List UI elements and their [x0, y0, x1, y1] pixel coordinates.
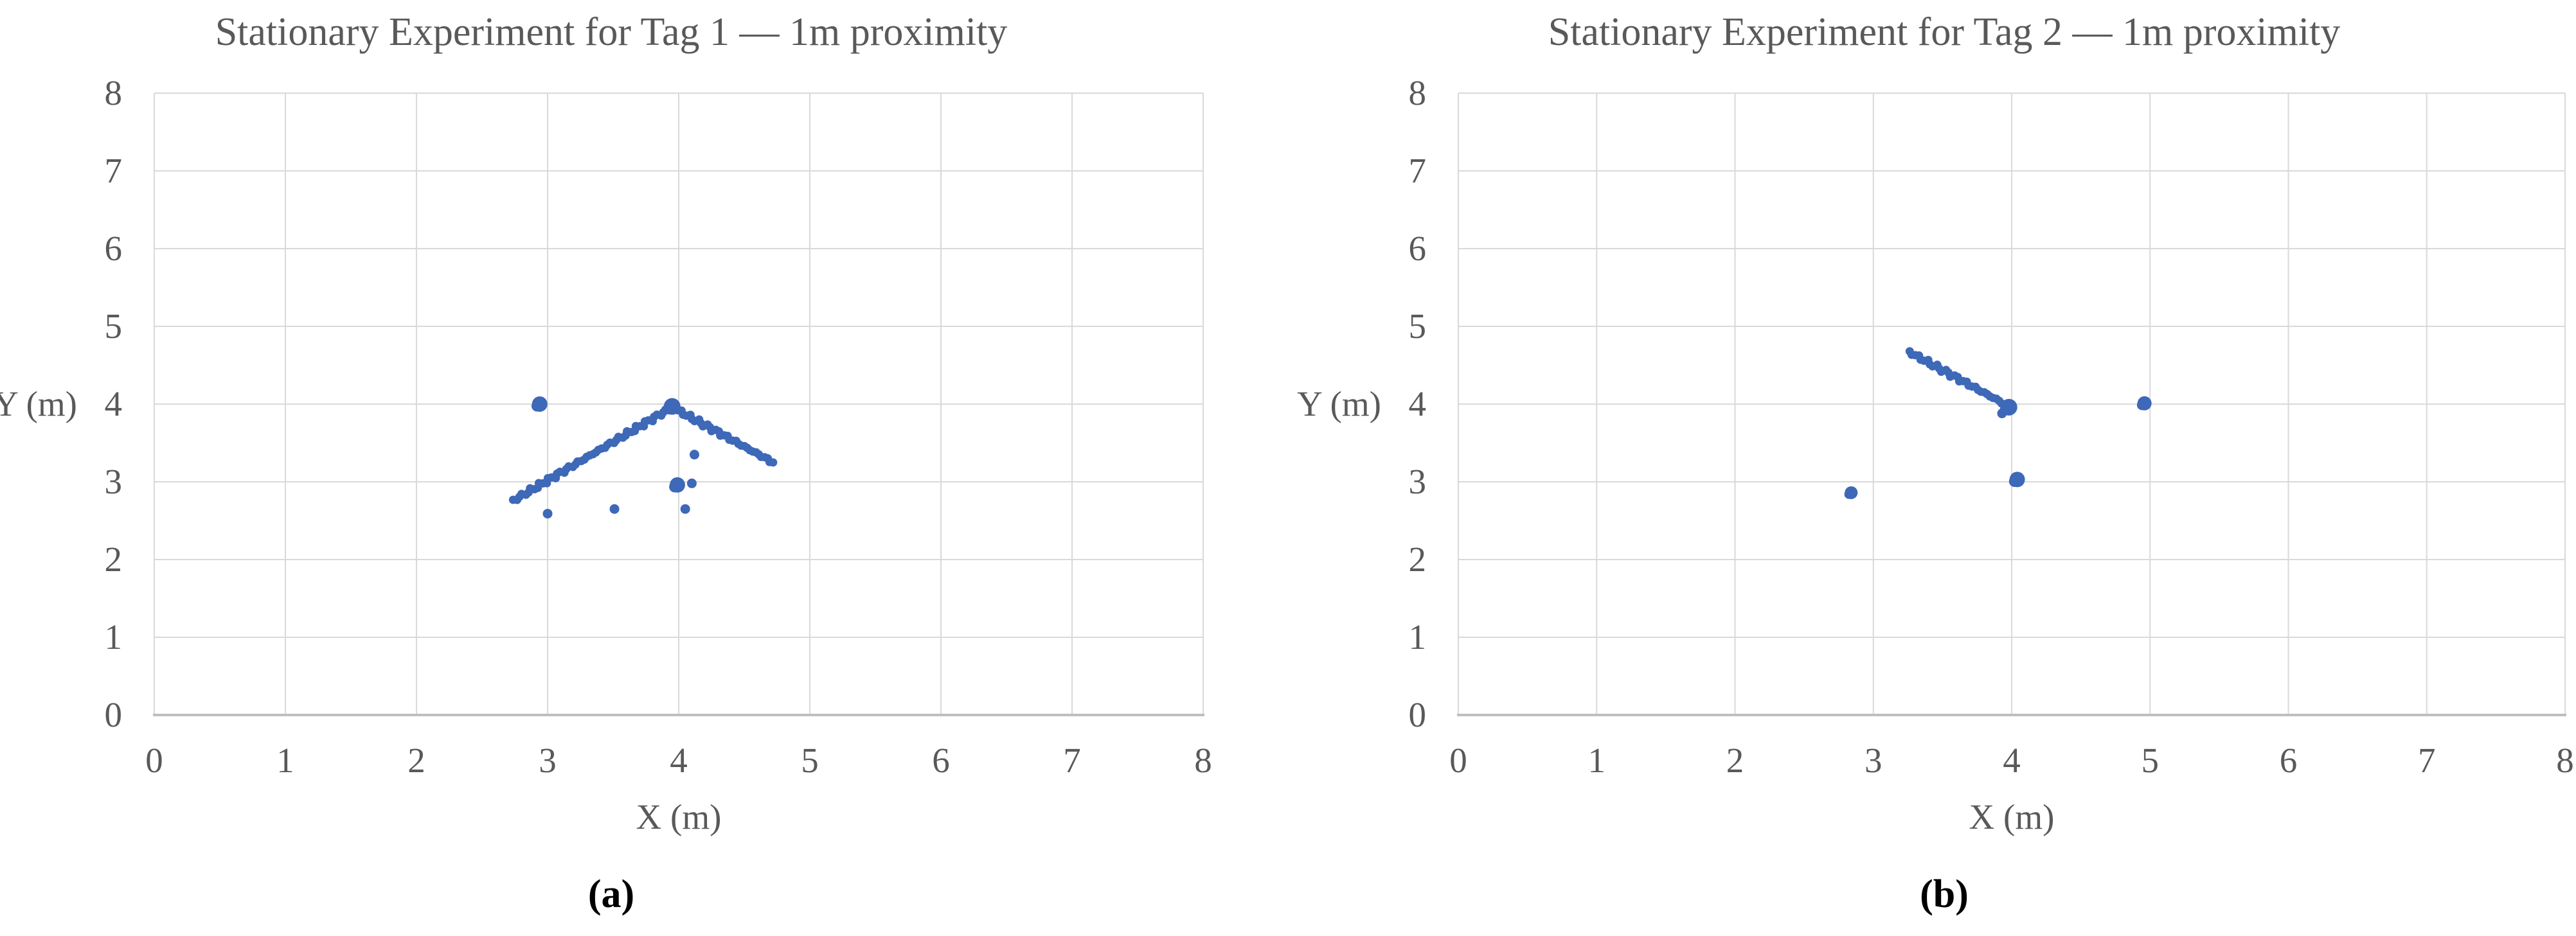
scatter-cluster: [2136, 400, 2147, 411]
scatter-cluster: [531, 400, 543, 412]
x-tick-label: 7: [2418, 741, 2436, 780]
x-tick-label: 6: [932, 741, 950, 780]
y-axis-label: Y (m): [0, 384, 77, 423]
y-tick-label: 1: [1408, 617, 1427, 657]
y-tick-label: 5: [1408, 306, 1427, 346]
y-tick-label: 0: [1408, 695, 1427, 734]
x-axis-label: X (m): [636, 797, 722, 836]
scatter-point: [689, 450, 699, 460]
scatter-cluster: [663, 402, 675, 415]
scatter-point: [609, 504, 620, 514]
chart-title: Stationary Experiment for Tag 1 — 1m pro…: [215, 10, 1008, 54]
y-tick-label: 4: [1408, 384, 1427, 423]
scatter-cluster: [669, 481, 681, 493]
y-tick-label: 3: [104, 462, 123, 501]
y-tick-label: 6: [104, 229, 123, 268]
x-tick-label: 8: [2556, 741, 2574, 780]
x-tick-label: 0: [1449, 741, 1467, 780]
x-tick-label: 2: [1726, 741, 1744, 780]
plot-area: [1457, 93, 2566, 716]
scatter-cluster: [1844, 490, 1854, 499]
x-tick-label: 1: [276, 741, 294, 780]
x-tick-label: 0: [145, 741, 163, 780]
x-tick-label: 1: [1588, 741, 1606, 780]
x-tick-label: 8: [1194, 741, 1212, 780]
scatter-point: [680, 504, 690, 514]
x-axis-label: X (m): [1969, 797, 2055, 836]
x-tick-label: 7: [1063, 741, 1081, 780]
chart-title: Stationary Experiment for Tag 2 — 1m pro…: [1548, 10, 2341, 54]
y-tick-label: 1: [104, 617, 123, 657]
y-tick-label: 2: [1408, 540, 1427, 579]
x-tick-label: 4: [670, 741, 688, 780]
y-tick-label: 6: [1408, 229, 1427, 268]
x-tick-label: 5: [801, 741, 819, 780]
y-tick-label: 0: [104, 695, 123, 734]
y-axis-label: Y (m): [1297, 384, 1381, 423]
x-tick-label: 6: [2279, 741, 2298, 780]
y-tick-label: 8: [1408, 73, 1427, 112]
x-tick-label: 3: [1865, 741, 1883, 780]
scatter-point: [769, 458, 778, 467]
chart-tag1: Stationary Experiment for Tag 1 — 1m pro…: [0, 10, 1212, 916]
y-tick-label: 3: [1408, 462, 1427, 501]
y-tick-label: 2: [104, 540, 123, 579]
scatter-cluster: [2008, 475, 2021, 488]
x-tick-label: 4: [2003, 741, 2021, 780]
scatter-point: [686, 478, 697, 488]
subfigure-caption-b: (b): [1920, 872, 1969, 916]
x-tick-label: 3: [539, 741, 557, 780]
plot-area: [153, 93, 1204, 716]
scatter-point: [542, 509, 553, 519]
y-tick-label: 7: [1408, 151, 1427, 190]
x-tick-label: 2: [407, 741, 425, 780]
x-tick-label: 5: [2141, 741, 2160, 780]
y-tick-label: 7: [104, 151, 123, 190]
y-tick-label: 8: [104, 73, 123, 112]
chart-tag2: Stationary Experiment for Tag 2 — 1m pro…: [1288, 0, 2576, 936]
scatter-point: [1997, 409, 2007, 419]
subfigure-caption-a: (a): [587, 872, 635, 916]
y-tick-label: 4: [104, 384, 123, 423]
y-tick-label: 5: [104, 306, 123, 346]
